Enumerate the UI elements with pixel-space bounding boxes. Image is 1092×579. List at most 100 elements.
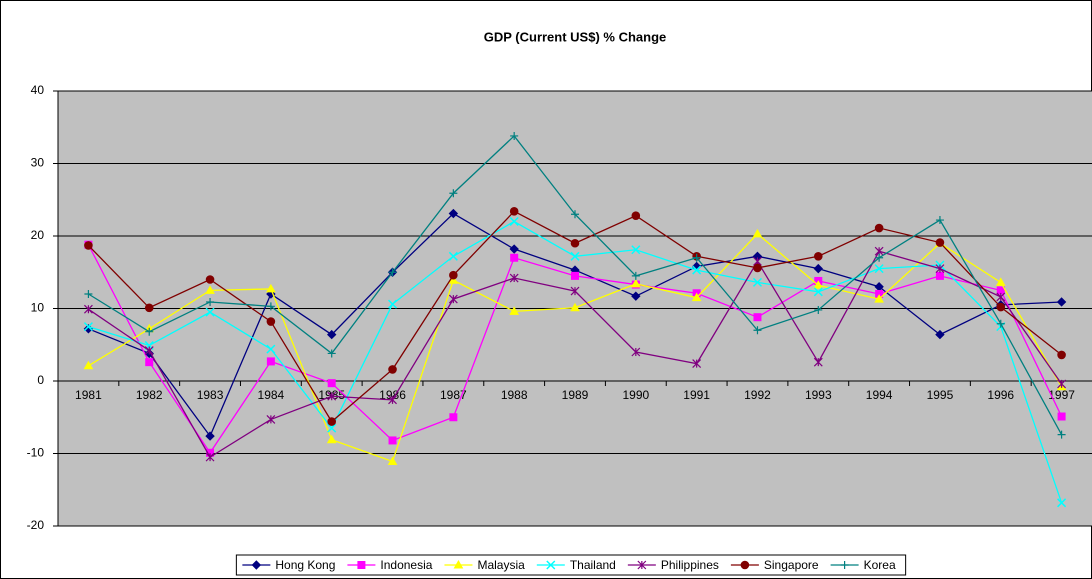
marker: [935, 264, 945, 274]
legend-label: Philippines: [661, 558, 719, 572]
x-tick-label: 1992: [744, 388, 771, 402]
marker: [83, 322, 93, 332]
marker: [840, 561, 849, 569]
marker: [631, 291, 641, 301]
marker: [251, 560, 262, 570]
marker: [631, 271, 640, 280]
marker: [631, 245, 641, 255]
marker: [631, 347, 641, 357]
marker: [144, 303, 154, 313]
marker: [327, 391, 337, 401]
marker: [1057, 498, 1067, 508]
x-tick-label: 1995: [927, 388, 954, 402]
marker: [1057, 430, 1066, 439]
x-tick-label: 1994: [866, 388, 893, 402]
marker: [813, 251, 823, 261]
marker: [813, 263, 824, 274]
marker: [327, 417, 337, 426]
marker: [205, 307, 215, 317]
marker: [753, 326, 762, 335]
marker: [740, 560, 750, 570]
marker: [266, 317, 276, 326]
marker: [509, 207, 519, 216]
marker: [266, 415, 276, 424]
marker: [388, 395, 397, 405]
marker: [206, 297, 215, 306]
x-tick-label: 1982: [136, 388, 163, 402]
marker: [448, 275, 459, 284]
marker: [813, 287, 823, 297]
marker: [509, 244, 519, 254]
marker: [357, 561, 366, 569]
legend: [235, 554, 907, 576]
marker: [692, 359, 702, 369]
legend-label: Indonesia: [380, 558, 432, 572]
x-tick-label: 1991: [683, 388, 710, 402]
marker: [995, 277, 1006, 286]
marker: [510, 131, 519, 140]
x-tick-label: 1981: [75, 388, 102, 402]
marker: [874, 294, 884, 303]
marker: [935, 238, 945, 247]
marker: [571, 271, 579, 280]
marker: [448, 208, 459, 219]
marker: [326, 434, 337, 444]
y-tick-label: 0: [37, 373, 44, 387]
marker: [449, 270, 458, 280]
marker: [327, 379, 336, 388]
marker: [571, 210, 579, 219]
marker: [84, 241, 93, 250]
x-tick-label: 1984: [258, 388, 285, 402]
y-tick-label: -20: [27, 518, 45, 532]
marker: [326, 329, 337, 340]
marker: [145, 327, 154, 336]
x-tick-label: 1989: [562, 388, 589, 402]
marker: [1056, 297, 1067, 307]
marker: [546, 560, 556, 570]
marker: [327, 349, 336, 358]
marker: [570, 286, 580, 296]
marker: [874, 223, 884, 233]
x-tick-label: 1986: [379, 388, 406, 402]
y-tick-label: 20: [31, 228, 45, 242]
marker: [570, 251, 580, 261]
y-tick-label: 10: [31, 301, 45, 315]
x-tick-label: 1988: [501, 388, 528, 402]
legend-label: Thailand: [570, 558, 616, 572]
marker: [448, 294, 458, 304]
marker: [266, 357, 275, 366]
marker: [327, 423, 337, 433]
legend-label: Malaysia: [477, 558, 525, 572]
legend-items: Hong Kong Indonesia Malaysia Thailand Philip…: [242, 558, 896, 572]
marker: [753, 313, 762, 322]
marker: [83, 304, 93, 314]
marker: [996, 319, 1005, 328]
marker: [449, 413, 458, 422]
marker: [144, 346, 154, 355]
marker: [387, 456, 398, 465]
x-tick-label: 1996: [987, 388, 1014, 402]
marker: [813, 280, 824, 289]
marker: [875, 253, 884, 262]
marker: [814, 305, 823, 314]
y-tick-label: -10: [27, 446, 45, 460]
marker: [510, 253, 519, 262]
marker: [935, 329, 945, 340]
marker: [388, 436, 397, 445]
marker: [509, 216, 519, 227]
marker: [692, 265, 702, 275]
legend-label: Hong Kong: [275, 558, 335, 572]
x-tick-label: 1983: [197, 388, 224, 402]
marker: [205, 452, 215, 462]
marker: [266, 283, 276, 293]
marker: [1057, 412, 1066, 421]
marker: [205, 431, 215, 441]
legend-label: Korea: [864, 558, 896, 572]
marker: [691, 292, 702, 302]
marker: [637, 560, 647, 570]
marker: [752, 277, 763, 287]
chart-title: GDP (Current US$) % Change: [484, 29, 667, 44]
marker: [509, 273, 519, 283]
marker: [448, 251, 458, 261]
